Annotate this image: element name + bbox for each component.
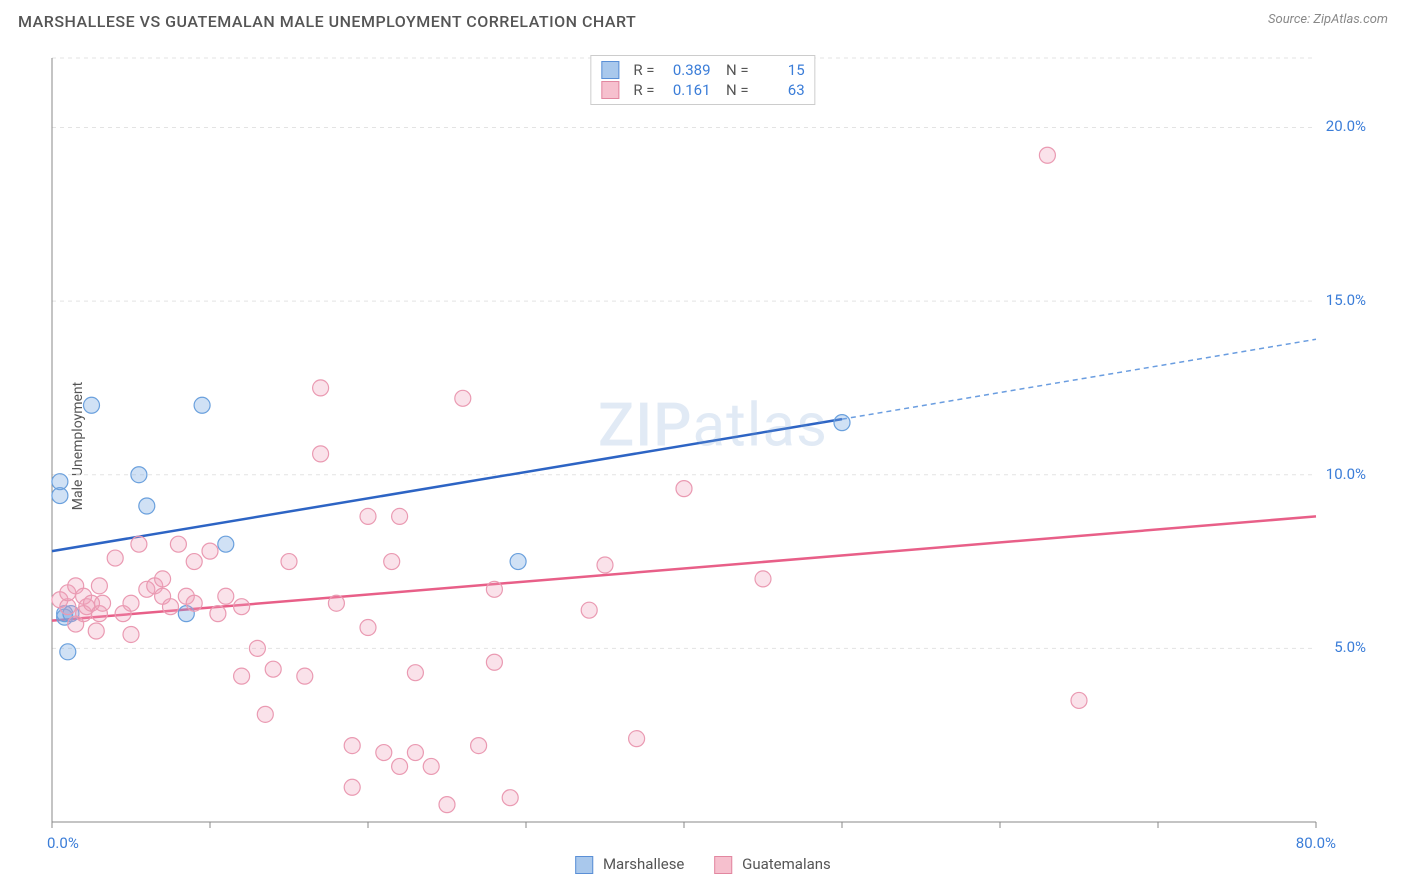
stat-r-value: 0.389 [663,61,711,79]
header: MARSHALLESE VS GUATEMALAN MALE UNEMPLOYM… [0,0,1406,31]
scatter-chart-svg [50,50,1376,832]
stat-n-value: 63 [757,81,805,99]
stat-r-label: R = [633,81,654,99]
stat-n-label: N = [719,81,749,99]
legend-item-guatemalans: Guatemalans [714,855,830,874]
swatch-icon [601,61,619,79]
swatch-icon [601,81,619,99]
y-axis-tick-label: 20.0% [1326,117,1366,135]
x-axis-min-label: 0.0% [47,834,79,852]
legend-label: Marshallese [603,855,684,873]
swatch-icon [575,856,593,874]
stats-row-marshallese: R = 0.389 N = 15 [601,60,804,80]
stats-row-guatemalans: R = 0.161 N = 63 [601,80,804,100]
y-axis-tick-label: 10.0% [1326,465,1366,483]
y-axis-tick-label: 15.0% [1326,291,1366,309]
swatch-icon [714,856,732,874]
stat-n-value: 15 [757,61,805,79]
legend-item-marshallese: Marshallese [575,855,684,874]
chart-container: MARSHALLESE VS GUATEMALAN MALE UNEMPLOYM… [0,0,1406,892]
legend-label: Guatemalans [742,855,831,873]
stat-r-value: 0.161 [663,81,711,99]
chart-title: MARSHALLESE VS GUATEMALAN MALE UNEMPLOYM… [18,12,636,31]
series-legend: Marshallese Guatemalans [575,855,831,874]
chart-area: ZIPatlas [50,50,1376,832]
source-attribution: Source: ZipAtlas.com [1268,12,1388,27]
y-axis-tick-label: 5.0% [1334,638,1366,656]
stats-legend: R = 0.389 N = 15 R = 0.161 N = 63 [590,55,815,105]
stat-n-label: N = [719,61,749,79]
stat-r-label: R = [633,61,654,79]
x-axis-max-label: 80.0% [1296,834,1336,852]
